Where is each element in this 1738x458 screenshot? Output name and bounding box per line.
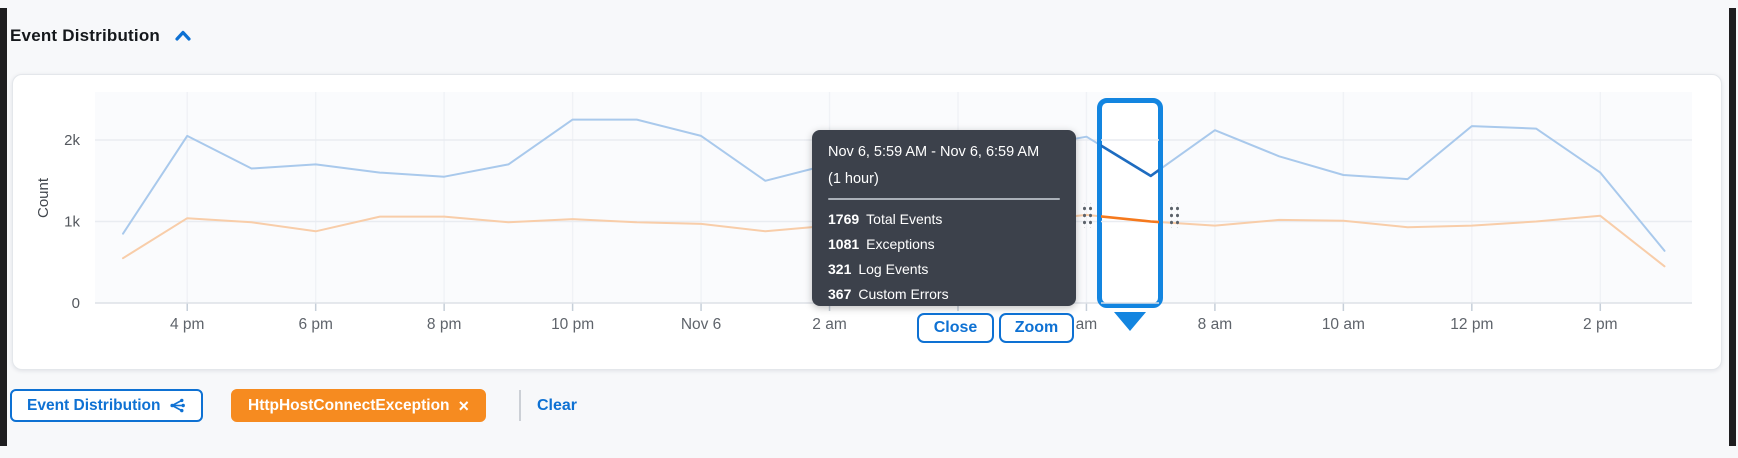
x-tick-label: 2 am <box>812 316 846 333</box>
panel-header: Event Distribution <box>10 26 192 46</box>
exceptions-label: Exceptions <box>866 236 935 252</box>
log-events-label: Log Events <box>858 261 929 277</box>
x-tick-label: 6 pm <box>298 316 332 333</box>
custom-errors-label: Custom Errors <box>858 286 949 302</box>
page-title: Event Distribution <box>10 26 160 45</box>
http-host-connect-exception-chip[interactable]: HttpHostConnectException × <box>231 389 487 422</box>
exception-chip-label: HttpHostConnectException <box>248 396 450 414</box>
collapse-chevron-up-icon[interactable] <box>174 29 192 43</box>
tooltip-row-total-events: 1769 Total Events <box>828 207 1060 232</box>
tooltip-time-range: Nov 6, 5:59 AM - Nov 6, 6:59 AM <box>828 144 1040 160</box>
log-events-value: 321 <box>828 261 852 277</box>
chip-close-icon[interactable]: × <box>458 395 470 416</box>
event-distribution-chip-label: Event Distribution <box>27 396 161 414</box>
selection-marker-triangle[interactable] <box>1114 312 1146 331</box>
window-edge-left <box>0 8 7 446</box>
chart-tooltip: Nov 6, 5:59 AM - Nov 6, 6:59 AM (1 hour)… <box>812 130 1076 306</box>
exceptions-value: 1081 <box>828 236 860 252</box>
tooltip-duration: (1 hour) <box>828 171 879 187</box>
x-tick-label: 10 am <box>1322 316 1365 333</box>
total-events-value: 1769 <box>828 211 860 227</box>
event-distribution-chip[interactable]: Event Distribution <box>10 389 204 422</box>
custom-errors-value: 367 <box>828 286 852 302</box>
x-tick-label: Nov 6 <box>681 316 722 333</box>
x-tick-label: 2 pm <box>1583 316 1617 333</box>
zoom-button[interactable]: Zoom <box>999 313 1074 343</box>
x-tick-label: 4 pm <box>170 316 204 333</box>
y-tick-label: 2k <box>64 132 80 149</box>
y-tick-label: 1k <box>64 214 80 231</box>
clear-filters-link[interactable]: Clear <box>537 396 578 414</box>
tooltip-row-log-events: 321 Log Events <box>828 257 1060 282</box>
tooltip-row-custom-errors: 367 Custom Errors <box>828 282 1060 307</box>
total-events-label: Total Events <box>866 211 943 227</box>
time-selection-box[interactable] <box>1097 98 1163 308</box>
tooltip-divider <box>828 198 1060 200</box>
x-tick-label: 8 pm <box>427 316 461 333</box>
close-button[interactable]: Close <box>917 313 994 343</box>
tooltip-row-exceptions: 1081 Exceptions <box>828 232 1060 257</box>
window-edge-right <box>1729 8 1736 446</box>
x-tick-label: am <box>1076 316 1098 333</box>
y-axis-title: Count <box>35 177 52 218</box>
x-tick-label: 8 am <box>1198 316 1232 333</box>
filter-bar-divider <box>519 390 521 421</box>
selection-drag-handle-right[interactable] <box>1167 203 1179 228</box>
x-tick-label: 12 pm <box>1450 316 1493 333</box>
selection-drag-handle-left[interactable] <box>1080 203 1092 228</box>
x-tick-label: 10 pm <box>551 316 594 333</box>
share-icon <box>169 398 186 413</box>
y-tick-label: 0 <box>72 295 80 312</box>
